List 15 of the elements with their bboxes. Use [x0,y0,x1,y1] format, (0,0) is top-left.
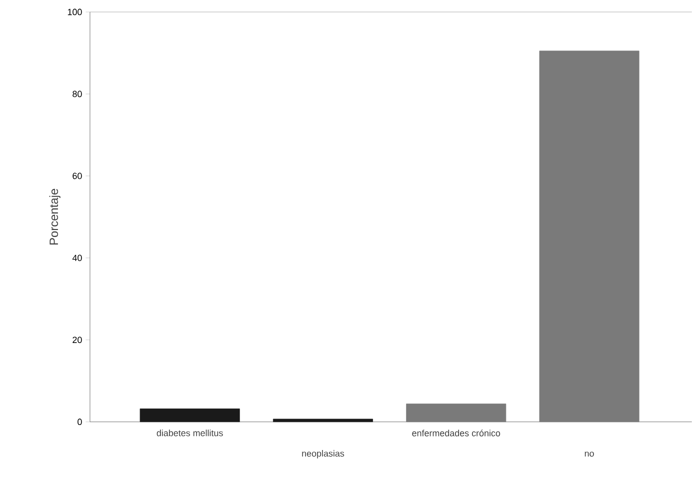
bar [272,418,373,422]
x-tick-label: enfermedades crónico [412,430,500,436]
bar [539,50,640,422]
y-tick-label: 60 [72,172,82,180]
y-tick-label: 0 [78,418,82,426]
y-tick-label: 100 [68,8,82,16]
y-tick-label: 20 [72,336,82,344]
x-tick-label: neoplasias [302,450,344,458]
x-tick-label: diabetes mellitus [156,430,223,436]
x-tick-label: no [584,452,594,457]
bar [140,408,240,422]
y-tick-label: 40 [72,254,82,262]
y-axis-title: Porcentaje [49,188,60,245]
bar [406,404,506,422]
y-tick-label: 80 [72,90,82,98]
